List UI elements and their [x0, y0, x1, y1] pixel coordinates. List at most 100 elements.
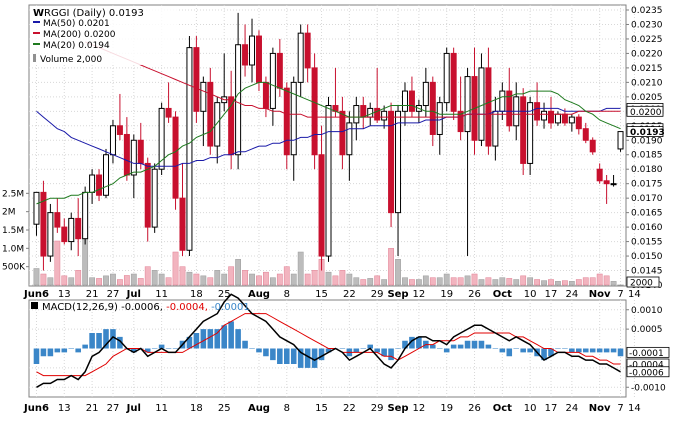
volume-bar [256, 275, 262, 286]
price-tick-label: 0.0205 [631, 93, 663, 103]
volume-bar [603, 275, 610, 286]
macd-hist-bar [430, 344, 436, 349]
volume-tick-label: 1.5M [2, 226, 24, 236]
volume-bar [450, 277, 457, 286]
date-label: 19 [440, 289, 453, 300]
price-tick-label: 0.0155 [631, 238, 663, 248]
macd-hist-bar [450, 344, 457, 349]
macd-hist-bar [562, 348, 568, 349]
volume-bar [374, 275, 381, 286]
candle-body [40, 191, 47, 257]
price-tick-label: 0.0210 [631, 78, 663, 88]
volume-tag-label: 2000 [630, 279, 653, 289]
date-label: 15 [315, 403, 328, 414]
candle-body [339, 110, 346, 156]
macd-hist-bar [478, 340, 485, 349]
macd-hist-bar [617, 348, 624, 357]
macd-tags: -0.0001 -0.0004-0.0006 [626, 346, 670, 378]
date-label: Aug [248, 289, 270, 300]
candle-body [311, 67, 318, 156]
macd-hist-bar [388, 348, 394, 361]
volume-bar [429, 277, 436, 286]
candle-body [360, 105, 367, 118]
date-label: 8 [284, 289, 290, 300]
candle-body [575, 116, 582, 130]
date-label: Jul [126, 403, 141, 414]
price-tag-label: 0.0200 [630, 108, 662, 118]
date-label: 25 [218, 403, 231, 414]
volume-bar [388, 248, 394, 286]
volume-bar [499, 277, 506, 286]
date-label: 18 [190, 403, 203, 414]
date-label: 18 [190, 289, 203, 300]
date-label: Oct [493, 289, 512, 300]
candle-body [207, 81, 214, 147]
macd-hist-bar [193, 333, 200, 349]
volume-bar [242, 270, 248, 286]
macd-hist-bar [158, 344, 165, 349]
volume-bar [158, 273, 165, 286]
date-label: Nov [589, 403, 611, 414]
macd-hist-bar [576, 348, 582, 353]
macd-hist-bar [200, 329, 207, 349]
volume-bar [172, 251, 179, 286]
macd-hist-bar [304, 348, 311, 368]
candle-body [179, 197, 186, 251]
price-tick-label: 0.0160 [631, 223, 663, 233]
candle-body [589, 139, 596, 153]
macd-hist-bar [242, 340, 248, 349]
candle-body [151, 168, 158, 228]
date-label: 10 [524, 403, 537, 414]
candle-body [422, 81, 429, 107]
macd-hist-bar [520, 348, 526, 353]
candle-body [54, 212, 61, 228]
volume-bar [325, 271, 332, 286]
ma-legend-label: MA(50) 0.0201 [43, 19, 110, 29]
date-label: 24 [565, 403, 578, 414]
candle-body [96, 174, 103, 196]
volume-bar [54, 240, 61, 286]
macd-hist-bar [207, 329, 214, 349]
candle-body [603, 180, 610, 185]
macd-tag-label: -0.0001 [629, 349, 664, 359]
date-label: 12 [413, 403, 426, 414]
volume-bar [596, 273, 603, 286]
candle-body [610, 183, 617, 186]
macd-legend: MACD(12,26,9) -0.0006, -0.0004, -0.0001 [31, 302, 250, 313]
candle-body [283, 87, 290, 156]
macd-tag-label: -0.0004 [629, 361, 664, 371]
candle-body [499, 90, 506, 112]
date-label: 24 [565, 289, 578, 300]
candle-body [137, 139, 144, 164]
price-tick-label: 0.0165 [631, 209, 663, 219]
macd-hist-bar [367, 344, 373, 349]
volume-bar [422, 275, 429, 286]
volume-bar [75, 270, 82, 286]
candle-body [374, 107, 381, 121]
volume-bar [381, 279, 388, 286]
date-label: 27 [107, 403, 120, 414]
candle-body [464, 76, 471, 133]
candle-body [242, 44, 249, 66]
candle-body [353, 105, 360, 124]
candle-body [485, 67, 492, 147]
volume-bar [103, 275, 109, 286]
macd-hist-bar [603, 348, 610, 353]
price-tick-label: 0.0235 [631, 6, 663, 16]
volume-bar [200, 275, 207, 286]
price-tick-label: 0.0225 [631, 35, 663, 45]
candle-body [116, 125, 123, 135]
volume-bar [443, 273, 450, 286]
candle-body [457, 110, 464, 133]
volume-bars [33, 226, 624, 286]
candle-body [89, 174, 96, 193]
candle-body [450, 52, 457, 112]
macd-hist-bar [54, 348, 61, 353]
macd-hist-bar [263, 348, 269, 357]
macd-hist-bar [96, 333, 102, 349]
candle-body [109, 125, 116, 156]
macd-line [36, 293, 621, 388]
macd-hist-bar [381, 348, 387, 357]
date-label: 22 [343, 403, 356, 414]
